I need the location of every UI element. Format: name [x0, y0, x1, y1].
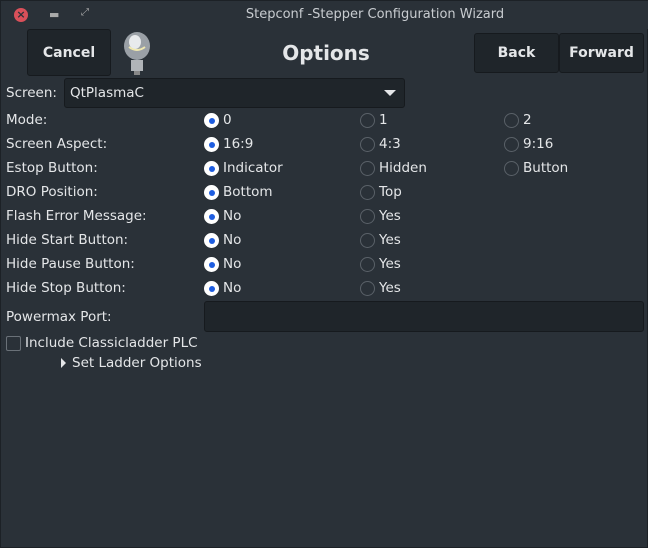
- option-label: Estop Button:: [6, 160, 98, 176]
- radio-option[interactable]: 2: [504, 112, 532, 128]
- radio-label: 16:9: [223, 136, 254, 152]
- radio-option[interactable]: Yes: [360, 280, 401, 296]
- title-bar: × ▬ ⤢ Stepconf -Stepper Configuration Wi…: [1, 1, 648, 29]
- radio-label: 2: [523, 112, 532, 128]
- radio-icon: [204, 136, 219, 152]
- classicladder-label[interactable]: Include Classicladder PLC: [25, 335, 198, 351]
- close-icon[interactable]: ×: [14, 8, 28, 22]
- radio-icon: [204, 208, 219, 224]
- radio-label: Yes: [379, 280, 401, 296]
- radio-option[interactable]: Button: [504, 160, 568, 176]
- radio-label: Yes: [379, 232, 401, 248]
- radio-icon: [360, 160, 375, 176]
- screen-value: QtPlasmaC: [70, 85, 144, 101]
- back-button[interactable]: Back: [474, 33, 559, 73]
- minimize-icon[interactable]: ▬: [49, 8, 60, 21]
- radio-icon: [204, 112, 219, 128]
- radio-option[interactable]: No: [204, 280, 241, 296]
- radio-option[interactable]: No: [204, 208, 241, 224]
- radio-icon: [360, 280, 375, 296]
- window-title: Stepconf -Stepper Configuration Wizard: [245, 7, 505, 22]
- radio-option[interactable]: Bottom: [204, 184, 273, 200]
- screen-label: Screen:: [6, 85, 57, 101]
- radio-option[interactable]: 16:9: [204, 136, 253, 152]
- radio-icon: [360, 112, 375, 128]
- radio-option[interactable]: Yes: [360, 208, 401, 224]
- radio-option[interactable]: 1: [360, 112, 388, 128]
- option-label: Hide Stop Button:: [6, 280, 126, 296]
- maximize-icon[interactable]: ⤢: [81, 7, 89, 18]
- radio-option[interactable]: 0: [204, 112, 232, 128]
- radio-icon: [504, 136, 519, 152]
- radio-label: 0: [223, 112, 232, 128]
- chevron-down-icon: [384, 90, 396, 96]
- radio-label: No: [223, 280, 242, 296]
- radio-label: Bottom: [223, 184, 273, 200]
- radio-label: Top: [379, 184, 402, 200]
- radio-label: Yes: [379, 208, 401, 224]
- option-label: DRO Position:: [6, 184, 98, 200]
- radio-icon: [360, 232, 375, 248]
- powermax-port-input[interactable]: [204, 301, 644, 332]
- option-label: Hide Pause Button:: [6, 256, 135, 272]
- radio-icon: [360, 256, 375, 272]
- radio-option[interactable]: No: [204, 256, 241, 272]
- radio-label: 9:16: [523, 136, 554, 152]
- radio-option[interactable]: Indicator: [204, 160, 283, 176]
- radio-option[interactable]: Hidden: [360, 160, 427, 176]
- forward-button[interactable]: Forward: [559, 33, 644, 73]
- expander-arrow-icon: [61, 358, 66, 368]
- ladder-options-expander[interactable]: Set Ladder Options: [61, 355, 202, 371]
- page-title: Options: [282, 41, 370, 65]
- radio-icon: [504, 160, 519, 176]
- screen-combobox[interactable]: QtPlasmaC: [64, 78, 405, 108]
- radio-option[interactable]: 9:16: [504, 136, 553, 152]
- radio-label: Hidden: [379, 160, 427, 176]
- option-label: Mode:: [6, 112, 48, 128]
- radio-icon: [204, 256, 219, 272]
- radio-label: 1: [379, 112, 388, 128]
- radio-icon: [204, 280, 219, 296]
- radio-label: Yes: [379, 256, 401, 272]
- radio-icon: [360, 136, 375, 152]
- radio-label: No: [223, 232, 242, 248]
- radio-label: No: [223, 208, 242, 224]
- radio-option[interactable]: Yes: [360, 232, 401, 248]
- radio-icon: [204, 184, 219, 200]
- classicladder-checkbox[interactable]: [6, 336, 21, 351]
- radio-icon: [360, 184, 375, 200]
- ladder-options-label: Set Ladder Options: [72, 355, 202, 371]
- radio-label: Button: [523, 160, 569, 176]
- radio-icon: [360, 208, 375, 224]
- radio-icon: [204, 232, 219, 248]
- radio-option[interactable]: 4:3: [360, 136, 401, 152]
- radio-option[interactable]: No: [204, 232, 241, 248]
- radio-label: 4:3: [379, 136, 401, 152]
- radio-label: No: [223, 256, 242, 272]
- cancel-button[interactable]: Cancel: [27, 29, 111, 76]
- radio-option[interactable]: Yes: [360, 256, 401, 272]
- radio-label: Indicator: [223, 160, 283, 176]
- radio-option[interactable]: Top: [360, 184, 402, 200]
- option-label: Hide Start Button:: [6, 232, 129, 248]
- option-label: Flash Error Message:: [6, 208, 147, 224]
- powermax-port-label: Powermax Port:: [6, 309, 112, 325]
- option-label: Screen Aspect:: [6, 136, 108, 152]
- radio-icon: [504, 112, 519, 128]
- lightbulb-icon: [124, 32, 150, 75]
- radio-icon: [204, 160, 219, 176]
